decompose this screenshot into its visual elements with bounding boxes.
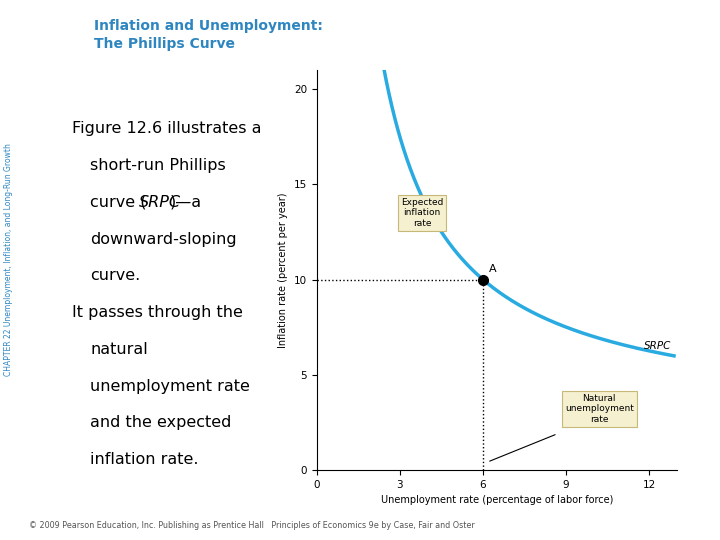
Text: natural: natural: [90, 342, 148, 357]
Text: and the expected: and the expected: [90, 415, 231, 430]
Text: Inflation and Unemployment:
The Phillips Curve: Inflation and Unemployment: The Phillips…: [94, 19, 323, 51]
Text: downward-sloping: downward-sloping: [90, 232, 237, 247]
X-axis label: Unemployment rate (percentage of labor force): Unemployment rate (percentage of labor f…: [381, 495, 613, 505]
Text: inflation rate.: inflation rate.: [90, 452, 199, 467]
Text: Expected
inflation
rate: Expected inflation rate: [401, 198, 444, 228]
Text: curve.: curve.: [90, 268, 140, 284]
Text: SRPC: SRPC: [644, 341, 671, 351]
Text: unemployment rate: unemployment rate: [90, 379, 250, 394]
Text: A: A: [488, 264, 496, 274]
Text: SRPC: SRPC: [139, 195, 181, 210]
Text: Figure 12.6 illustrates a: Figure 12.6 illustrates a: [72, 122, 261, 137]
Text: Natural
unemployment
rate: Natural unemployment rate: [564, 394, 634, 424]
Text: © 2009 Pearson Education, Inc. Publishing as Prentice Hall   Principles of Econo: © 2009 Pearson Education, Inc. Publishin…: [29, 521, 474, 530]
Text: It passes through the: It passes through the: [72, 305, 243, 320]
Text: curve (: curve (: [90, 195, 146, 210]
Text: short-run Phillips: short-run Phillips: [90, 158, 226, 173]
Y-axis label: Inflation rate (percent per year): Inflation rate (percent per year): [278, 192, 288, 348]
Text: CHAPTER 22 Unemployment, Inflation, and Long-Run Growth: CHAPTER 22 Unemployment, Inflation, and …: [4, 143, 13, 376]
Text: )—a: )—a: [169, 195, 202, 210]
